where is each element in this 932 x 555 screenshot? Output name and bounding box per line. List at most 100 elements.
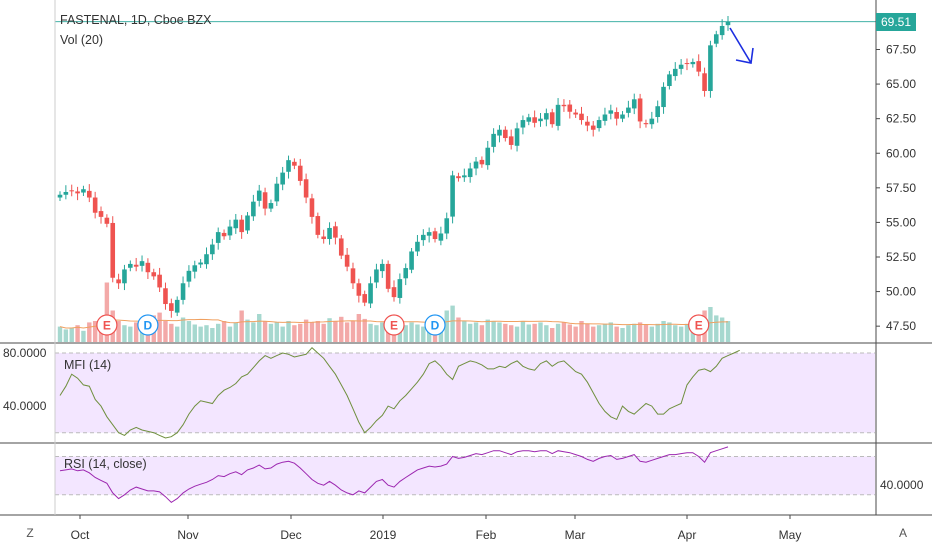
volume-bar	[87, 322, 92, 342]
price-tick-label: 50.00	[886, 285, 916, 299]
candle-body	[456, 176, 461, 179]
candle-body	[514, 128, 520, 146]
volume-bar	[585, 323, 590, 342]
x-tick-label: Feb	[476, 528, 497, 542]
volume-bar	[544, 325, 549, 342]
volume-bar	[520, 321, 526, 342]
volume-bar	[614, 326, 619, 342]
volume-bar	[350, 321, 356, 342]
volume-bar	[92, 321, 98, 342]
candle-body	[133, 264, 139, 267]
candle-body	[333, 226, 338, 238]
candle-body	[145, 262, 151, 273]
volume-bar	[649, 326, 655, 342]
chart-title: FASTENAL, 1D, Cboe BZX	[60, 13, 212, 27]
candle-body	[661, 86, 666, 108]
candle-body	[420, 234, 426, 241]
volume-bar	[180, 317, 186, 342]
volume-bar	[550, 328, 555, 342]
volume-bar	[186, 321, 192, 342]
annotation	[729, 27, 754, 64]
volume-bar	[157, 312, 162, 342]
candle-body	[538, 118, 543, 122]
volume-bar	[116, 321, 121, 342]
volume-bar	[725, 321, 731, 342]
candle-body	[555, 104, 561, 126]
rsi-pane: 40.0000	[55, 446, 924, 504]
candle-body	[116, 279, 121, 284]
event-marker	[688, 314, 710, 336]
candle-body	[485, 147, 491, 166]
volume-bar	[508, 325, 514, 342]
volume-bar	[251, 322, 256, 342]
volume-bar	[286, 321, 291, 342]
volume-bar	[602, 323, 608, 342]
candle-body	[544, 113, 549, 120]
volume-bar	[620, 328, 625, 342]
volume-bar	[661, 321, 666, 342]
volume-bar	[415, 324, 420, 342]
candle-body	[696, 61, 702, 72]
candle-body	[128, 263, 133, 268]
volume-bar	[626, 325, 631, 342]
candle-body	[608, 110, 614, 114]
candle-body	[397, 279, 403, 298]
candle-body	[479, 159, 485, 165]
annotation-arrow-head	[735, 47, 754, 64]
volume-bar	[579, 321, 584, 342]
zoom-toggle-button[interactable]: Z	[26, 526, 34, 540]
volume-bar	[63, 329, 69, 342]
volume-bar	[174, 326, 180, 342]
candle-body	[438, 233, 444, 241]
price-tick-label: 55.00	[886, 215, 916, 229]
candle-body	[180, 283, 186, 300]
volume-bar	[397, 326, 403, 342]
volume-bar	[473, 322, 479, 342]
volume-bar	[403, 325, 408, 342]
volume-bar	[122, 325, 127, 342]
candle-body	[526, 117, 532, 122]
candle-body	[403, 268, 409, 279]
volume-bar	[532, 323, 537, 342]
candle-body	[338, 238, 344, 256]
candle-body	[462, 175, 467, 178]
indicator-band	[55, 352, 875, 433]
candle-body	[702, 73, 707, 91]
event-marker	[383, 314, 405, 336]
volume-bar	[714, 315, 719, 342]
x-tick-label: 2019	[370, 528, 397, 542]
indicator-line	[59, 446, 729, 504]
candle-body	[303, 179, 309, 198]
candle-body	[713, 34, 719, 44]
event-marker-label: E	[695, 319, 703, 333]
candle-body	[198, 262, 203, 265]
candle-body	[286, 160, 291, 172]
candle-body	[239, 219, 244, 233]
candle-body	[643, 123, 649, 125]
candle-body	[602, 114, 608, 121]
volume-bar	[374, 325, 379, 342]
candle-body	[614, 112, 619, 119]
volume-bar	[632, 323, 637, 342]
price-tick-label: 60.00	[886, 146, 916, 160]
candle-body	[321, 236, 326, 240]
event-marker-label: E	[103, 319, 111, 333]
event-marker	[424, 314, 446, 336]
candle-body	[725, 21, 731, 26]
volume-bar	[309, 322, 315, 342]
volume-bar	[221, 321, 227, 342]
volume-bar	[561, 322, 567, 342]
candle-body	[708, 45, 713, 91]
candle-body	[315, 216, 321, 235]
candle-body	[426, 232, 432, 236]
candle-body	[391, 287, 397, 298]
mfi-label: MFI (14)	[64, 358, 112, 372]
volume-bar	[479, 325, 485, 342]
candle-body	[110, 222, 116, 278]
candle-body	[549, 112, 555, 125]
auto-scale-button[interactable]: A	[898, 526, 907, 540]
volume-bar	[198, 326, 203, 342]
candle-body	[450, 175, 455, 217]
